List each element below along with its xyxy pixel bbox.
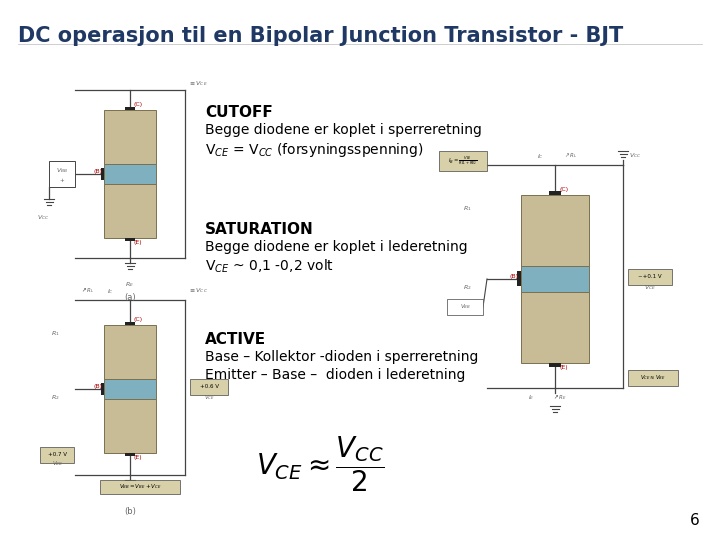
Text: V$_{CE}$ ~ 0,1 -0,2 volt: V$_{CE}$ ~ 0,1 -0,2 volt — [205, 258, 334, 275]
Text: +0.6 V: +0.6 V — [199, 384, 218, 389]
Bar — [100, 480, 180, 494]
Text: (C): (C) — [133, 317, 142, 322]
Bar — [49, 161, 75, 187]
Text: (a): (a) — [124, 293, 136, 302]
Text: $R_2$: $R_2$ — [463, 283, 472, 292]
Text: Begge diodene er koplet i lederetning: Begge diodene er koplet i lederetning — [205, 240, 467, 254]
Text: $V_{BB}$: $V_{BB}$ — [56, 166, 68, 176]
Text: $R_2$: $R_2$ — [51, 393, 60, 402]
Text: $R_E$: $R_E$ — [125, 280, 135, 289]
Text: $V_{CC}$: $V_{CC}$ — [37, 213, 49, 222]
Text: $R_1$: $R_1$ — [51, 329, 60, 338]
Text: $V_{CE} \approx V_{BE}$: $V_{CE} \approx V_{BE}$ — [640, 374, 666, 382]
Bar — [125, 238, 135, 241]
Text: $I_E$: $I_E$ — [528, 393, 535, 402]
Bar — [125, 322, 135, 325]
Text: Begge diodene er koplet i sperreretning: Begge diodene er koplet i sperreretning — [205, 123, 482, 137]
Text: ~+0.1 V: ~+0.1 V — [638, 274, 662, 280]
Bar — [125, 107, 135, 110]
Bar — [521, 195, 589, 266]
Bar — [628, 269, 672, 285]
Text: $\equiv V_{CC}$: $\equiv V_{CC}$ — [188, 286, 208, 295]
Text: $V_{CE}$: $V_{CE}$ — [644, 283, 656, 292]
Text: (C): (C) — [559, 187, 568, 192]
Bar — [104, 110, 156, 164]
Text: DC operasjon til en Bipolar Junction Transistor - BJT: DC operasjon til en Bipolar Junction Tra… — [18, 26, 624, 46]
Text: SATURATION: SATURATION — [205, 222, 314, 237]
Text: $V_{BB}$: $V_{BB}$ — [52, 459, 63, 468]
Text: $\equiv V_{CE}$: $\equiv V_{CE}$ — [188, 79, 208, 88]
Text: $I_C$: $I_C$ — [536, 152, 544, 161]
Text: (E): (E) — [133, 240, 142, 245]
Text: CUTOFF: CUTOFF — [205, 105, 273, 120]
Text: (E): (E) — [133, 455, 142, 460]
Text: 6: 6 — [690, 513, 700, 528]
Text: $V_{BB} = V_{BE} + V_{CE}$: $V_{BB} = V_{BE} + V_{CE}$ — [119, 483, 161, 491]
Bar — [125, 453, 135, 456]
Bar — [40, 447, 74, 463]
Bar — [628, 370, 678, 386]
Bar — [447, 299, 483, 315]
Bar — [104, 184, 156, 238]
Text: $R_1$: $R_1$ — [463, 204, 472, 213]
Bar — [101, 383, 104, 395]
Text: $V_{CE} \approx \dfrac{V_{CC}}{2}$: $V_{CE} \approx \dfrac{V_{CC}}{2}$ — [256, 435, 384, 495]
Bar — [439, 151, 487, 171]
Text: (b): (b) — [124, 507, 136, 516]
Text: $\nearrow R_L$: $\nearrow R_L$ — [563, 151, 577, 160]
Text: V$_{CE}$ = V$_{CC}$ (forsyningsspenning): V$_{CE}$ = V$_{CC}$ (forsyningsspenning) — [205, 141, 423, 159]
Text: $\mathbf{\nearrow}R_L$: $\mathbf{\nearrow}R_L$ — [80, 286, 94, 295]
Text: (B): (B) — [510, 274, 519, 279]
Bar — [517, 272, 521, 286]
Text: Base – Kollektor -dioden i sperreretning: Base – Kollektor -dioden i sperreretning — [205, 350, 478, 364]
Text: $I_C$: $I_C$ — [107, 287, 114, 296]
Text: +0.7 V: +0.7 V — [48, 453, 66, 457]
Bar — [549, 363, 561, 367]
Text: $\mathbf{\nearrow}R_E$: $\mathbf{\nearrow}R_E$ — [552, 393, 567, 402]
Bar — [549, 191, 561, 195]
Text: (B): (B) — [93, 169, 102, 174]
Text: Emitter – Base –  dioden i lederetning: Emitter – Base – dioden i lederetning — [205, 368, 465, 382]
Text: $I_B = \frac{V_{BB}}{R_{B1}+R_{B2}}$: $I_B = \frac{V_{BB}}{R_{B1}+R_{B2}}$ — [449, 154, 477, 167]
Text: +: + — [60, 178, 64, 183]
Bar — [104, 379, 156, 399]
Bar — [104, 325, 156, 379]
Text: (E): (E) — [559, 365, 567, 370]
Bar — [521, 266, 589, 293]
Bar — [190, 379, 228, 395]
Bar — [101, 168, 104, 179]
Bar — [521, 293, 589, 363]
Text: $V_{CE}$: $V_{CE}$ — [204, 393, 215, 402]
Text: (C): (C) — [133, 102, 142, 107]
Text: ACTIVE: ACTIVE — [205, 332, 266, 347]
Text: $V_{CC}$: $V_{CC}$ — [629, 151, 642, 160]
Text: $V_{BB}$: $V_{BB}$ — [459, 302, 470, 312]
Bar — [104, 399, 156, 453]
Bar — [104, 164, 156, 184]
Text: (B): (B) — [93, 384, 102, 389]
